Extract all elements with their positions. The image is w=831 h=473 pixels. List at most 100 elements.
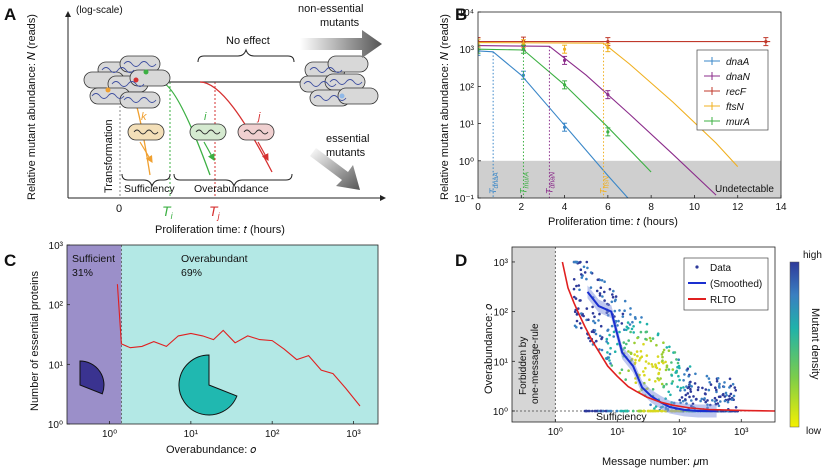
d-data-point <box>618 309 621 312</box>
dna-icon <box>123 61 157 67</box>
d-data-point <box>629 351 632 355</box>
d-data-point <box>671 368 675 371</box>
d-data-point <box>693 382 697 385</box>
d-data-point <box>725 394 728 397</box>
d-data-point <box>580 326 583 330</box>
d-data-point <box>644 337 647 341</box>
d-data-point <box>640 355 644 359</box>
d-data-point <box>572 287 576 291</box>
d-data-point <box>643 373 646 377</box>
d-data-point <box>575 325 578 329</box>
a-label-i: i <box>204 111 207 123</box>
d-data-point <box>670 374 674 377</box>
d-data-point <box>678 398 681 402</box>
d-data-point <box>667 390 670 394</box>
d-data-point <box>592 319 595 323</box>
d-y-label: Overabundance: 𝑜 <box>483 304 495 394</box>
plasmid-icon <box>133 77 139 83</box>
d-data-point <box>651 365 654 368</box>
d-data-point <box>642 370 645 373</box>
a-non-essential-label: non-essential <box>298 3 363 15</box>
d-forbidden-label-2: one-message-rule <box>530 323 541 404</box>
c-sufficient-percent: 31% <box>72 267 93 279</box>
a-log-scale-note: (log-scale) <box>76 5 123 16</box>
d-data-point <box>656 355 660 358</box>
d-data-point <box>677 358 680 362</box>
d-y-tick-label: 10¹ <box>494 357 509 368</box>
d-data-point <box>610 324 614 328</box>
d-data-point <box>631 320 634 324</box>
c-sufficient-region <box>67 245 122 424</box>
a-arrow-k <box>139 141 153 164</box>
a-no-effect-label: No effect <box>226 35 270 47</box>
b-x-tick-label: 12 <box>732 202 744 213</box>
b-x-tick-label: 10 <box>689 202 701 213</box>
d-data-point <box>598 312 601 316</box>
d-data-point <box>670 361 673 364</box>
d-data-point <box>713 396 717 400</box>
d-data-point <box>682 379 685 382</box>
d-data-point <box>689 387 692 391</box>
d-data-point <box>661 351 665 354</box>
d-data-point <box>703 392 707 395</box>
c-plot-frame <box>66 244 379 425</box>
d-data-point <box>684 393 688 397</box>
plasmid-icon <box>105 87 111 93</box>
d-data-point <box>596 278 600 282</box>
d-data-point <box>718 382 721 386</box>
d-data-point <box>606 351 609 354</box>
d-data-point <box>640 316 643 319</box>
d-data-point <box>632 331 635 334</box>
d-data-point <box>724 391 728 395</box>
a-tj-sub: j <box>217 211 221 221</box>
d-data-point-baseline <box>647 409 650 413</box>
d-data-point <box>577 284 581 287</box>
b-point-murA <box>562 83 567 87</box>
d-data-point <box>595 289 599 293</box>
d-data-point <box>728 394 731 398</box>
dna-icon <box>133 129 159 135</box>
d-data-point <box>594 332 598 336</box>
a-big-arrow-non-essential <box>300 30 382 58</box>
d-data-point <box>688 395 691 399</box>
d-data-point <box>598 334 602 338</box>
panel-label-a: A <box>4 5 16 24</box>
dna-icon <box>309 67 343 73</box>
d-data-point <box>600 337 603 341</box>
c-x-tick-label: 10¹ <box>184 429 199 440</box>
d-data-point <box>686 392 690 395</box>
d-data-point <box>707 377 711 380</box>
dna-icon <box>91 93 125 99</box>
d-data-point <box>623 309 626 313</box>
d-data-point <box>638 320 642 324</box>
a-ti-letter: T <box>162 203 172 219</box>
d-data-point <box>595 339 598 343</box>
d-data-point <box>688 365 692 368</box>
d-data-point <box>648 336 652 340</box>
d-data-point <box>657 372 660 376</box>
d-data-point <box>573 310 577 314</box>
d-data-point <box>661 359 664 363</box>
d-data-point <box>583 271 587 274</box>
b-legend-label-dnaN: dnaN <box>726 72 751 83</box>
b-y-tick-label: 10⁻¹ <box>454 194 474 205</box>
d-data-point <box>579 299 582 302</box>
d-data-point <box>586 266 589 270</box>
b-t-label-dnaN: TdnaN <box>544 171 556 194</box>
c-overabundant-region <box>121 245 378 424</box>
d-x-tick-label: 10¹ <box>610 427 625 438</box>
d-data-point <box>613 309 617 313</box>
d-data-point <box>600 279 604 282</box>
plasmid-icon <box>339 93 345 99</box>
d-data-point-baseline <box>607 409 611 413</box>
d-data-point <box>617 319 620 323</box>
d-data-point <box>644 360 648 363</box>
d-data-point <box>651 337 655 340</box>
d-forbidden-region <box>512 247 556 422</box>
d-data-point-baseline <box>631 409 635 413</box>
d-data-point <box>589 286 593 289</box>
d-data-point <box>649 403 652 407</box>
d-y-tick-label: 10⁰ <box>493 407 508 418</box>
d-data-point <box>630 327 634 331</box>
d-data-point <box>612 335 615 338</box>
